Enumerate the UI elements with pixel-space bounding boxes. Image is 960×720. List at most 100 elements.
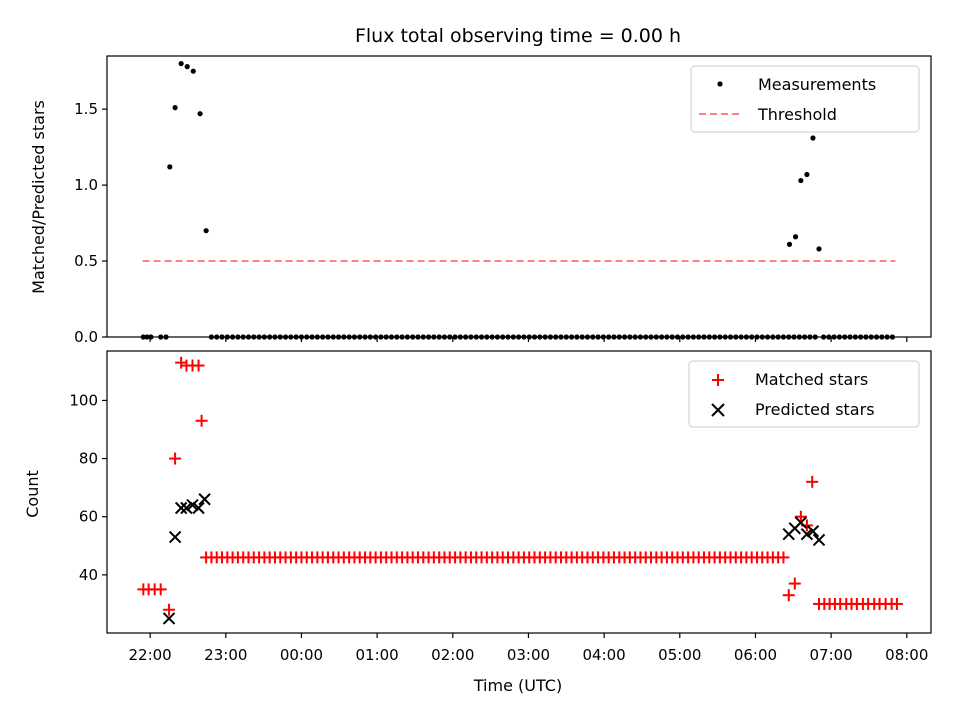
measurement-point [240,334,246,340]
measurement-point [230,334,236,340]
measurement-point [478,334,485,340]
top-legend: Measurements Threshold [690,65,920,133]
measurement-point [653,334,659,340]
measurement-point [798,177,804,184]
measurement-point [341,334,347,340]
legend-measurements-label: Measurements [758,75,876,94]
measurement-point [685,334,691,340]
measurement-point [197,111,203,117]
measurement-point [304,334,310,340]
measurement-point [144,334,150,340]
measurement-point [489,334,495,340]
measurement-point [616,334,622,340]
predicted-star-point [168,530,182,544]
measurement-point [208,334,215,340]
measurement-point [457,334,463,340]
measurement-point [659,334,665,340]
measurement-point [357,334,363,340]
measurement-point [664,334,670,340]
measurement-point [505,334,511,340]
bottom-data-marks [137,356,903,625]
measurement-point [738,334,744,340]
measurement-point [542,334,548,340]
measurement-point [320,334,326,340]
measurement-point [184,64,190,70]
measurement-point [727,334,734,340]
measurement-point [802,334,808,340]
measurement-point [563,334,569,340]
measurement-point [852,334,858,340]
predicted-star-point [162,612,176,625]
top-ytick-label: 1.0 [74,176,98,194]
measurement-point [547,334,554,340]
measurement-point [816,246,822,252]
measurement-point [568,334,575,340]
measurement-point [158,334,164,340]
top-y-ticks: 0.0 0.5 1.0 1.5 [74,100,107,346]
measurement-point [288,334,294,340]
bottom-ytick-label: 40 [79,566,98,584]
measurement-point [770,334,776,340]
measurement-point [669,334,675,340]
measurement-point [637,334,644,340]
measurement-point [484,334,490,340]
measurement-point [346,334,352,340]
measurement-point [473,334,479,340]
measurement-point [399,334,405,340]
measurement-point [293,334,299,340]
top-data-marks [140,60,896,340]
measurement-point [743,334,749,340]
measurement-point [256,334,262,340]
measurement-point [759,334,765,340]
measurement-point [330,334,336,340]
measurement-point [606,334,612,340]
measurement-point [558,334,564,340]
measurement-point [362,334,368,340]
measurement-point [468,334,474,340]
measurement-point [696,334,702,340]
top-ytick-label: 1.5 [74,100,98,118]
matched-star-point [890,597,903,610]
measurement-point [452,334,458,340]
measurement-point [796,334,802,340]
measurement-point [224,334,230,340]
matched-star-point [195,414,208,427]
measurement-point [792,234,799,240]
measurement-point [251,334,257,340]
measurement-point [335,334,342,340]
measurement-point [325,334,331,340]
measurement-point [600,334,606,340]
measurement-point [172,105,178,111]
measurement-point [632,334,638,340]
measurement-point [420,334,426,340]
measurement-point [826,334,832,340]
measurement-point [831,334,837,340]
measurement-point [277,334,283,340]
measurement-point [733,334,739,340]
measurement-point [272,334,278,340]
measurement-point [621,334,628,340]
measurement-point [510,334,516,340]
measurement-point [531,334,538,340]
matched-star-point [154,583,167,596]
measurement-point [214,334,220,340]
measurement-point [889,334,896,340]
x-axis-label: Time (UTC) [473,676,562,695]
legend-predicted-label: Predicted stars [755,400,875,419]
xtick-label: 00:00 [280,646,323,664]
xtick-label: 02:00 [431,646,474,664]
top-y-axis-label: Matched/Predicted stars [29,100,48,294]
measurement-point [847,334,853,340]
matched-star-point [806,475,819,488]
measurement-point [836,334,843,340]
top-ytick-label: 0.0 [74,328,98,346]
measurement-point [219,334,225,340]
measurement-point [367,334,373,340]
bottom-ytick-label: 80 [79,450,98,468]
measurement-point [804,171,810,178]
measurement-point [553,334,559,340]
matched-star-point [192,359,205,372]
measurement-point [812,334,818,340]
measurement-point [873,334,880,340]
